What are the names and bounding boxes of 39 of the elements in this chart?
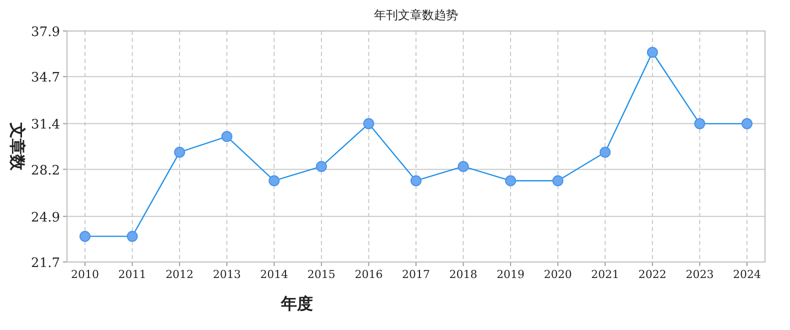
y-tick-label: 24.9: [31, 210, 60, 226]
point: [316, 160, 327, 172]
point: [694, 118, 706, 130]
x-axis-title: 年度: [280, 294, 313, 313]
x-tick-label: 2016: [354, 268, 383, 281]
point: [174, 146, 186, 158]
point: [552, 175, 564, 186]
x-tick-label: 2015: [307, 268, 336, 281]
point: [600, 146, 611, 158]
point: [268, 175, 280, 186]
y-tick-label: 34.7: [31, 70, 60, 86]
point: [363, 118, 374, 130]
x-tick-label: 2018: [449, 268, 478, 281]
x-tick-label: 2011: [118, 268, 146, 281]
x-tick-label: 2017: [402, 268, 430, 281]
y-axis-title: 文章数: [8, 122, 27, 172]
point: [505, 175, 516, 186]
x-tick-label: 2012: [166, 268, 194, 281]
x-tick-label: 2022: [638, 268, 666, 281]
y-tick-label: 31.4: [31, 118, 60, 133]
x-tick-label: 2020: [544, 268, 572, 281]
chart-title: 年刊文章数趋势: [374, 8, 458, 22]
point: [126, 230, 138, 242]
point: [80, 230, 90, 242]
point: [742, 118, 752, 130]
point: [646, 46, 658, 58]
x-tick-label: 2014: [260, 268, 288, 281]
point: [458, 160, 469, 172]
x-tick-label: 2013: [212, 268, 241, 281]
x-tick-label: 2023: [686, 268, 714, 281]
x-tick-label: 2021: [591, 268, 620, 281]
y-tick-label: 37.9: [31, 25, 60, 40]
x-tick-label: 2010: [71, 268, 99, 281]
x-tick-label: 2024: [733, 268, 761, 281]
y-tick-label: 21.7: [31, 256, 60, 271]
x-tick-label: 2019: [496, 268, 525, 281]
y-tick-label: 28.2: [31, 163, 60, 178]
point: [221, 131, 232, 142]
point: [410, 175, 422, 186]
